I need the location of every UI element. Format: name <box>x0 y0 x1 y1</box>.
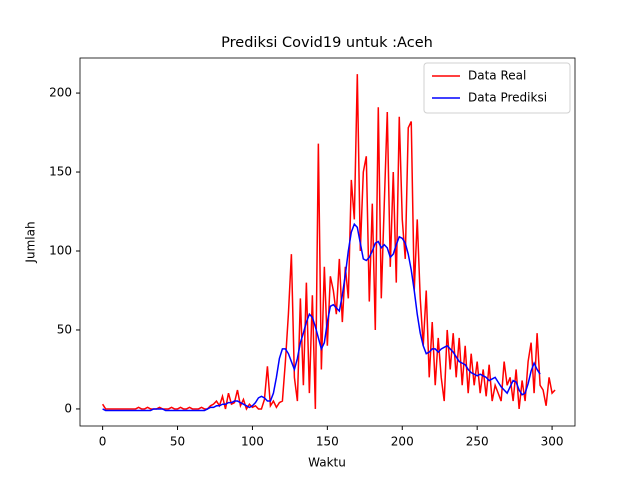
x-tick-label: 50 <box>170 435 185 449</box>
y-tick-label: 100 <box>49 244 72 258</box>
chart-title: Prediksi Covid19 untuk :Aceh <box>221 35 433 51</box>
series-line <box>102 222 541 412</box>
y-tick-label: 0 <box>64 401 72 415</box>
y-axis-label: Jumlah <box>24 221 38 263</box>
x-axis-label: Waktu <box>308 456 346 470</box>
x-tick-label: 150 <box>316 435 339 449</box>
x-tick-label: 250 <box>466 435 489 449</box>
x-tick-label: 200 <box>391 435 414 449</box>
y-tick-label: 200 <box>49 86 72 100</box>
legend-box <box>423 62 571 114</box>
x-tick-label: 100 <box>241 435 264 449</box>
legend-label: Data Prediksi <box>468 91 547 105</box>
x-tick-label: 300 <box>541 435 564 449</box>
x-tick-label: 0 <box>99 435 107 449</box>
y-tick-label: 50 <box>57 322 72 336</box>
plot-frame <box>79 57 576 427</box>
y-tick-label: 150 <box>49 165 72 179</box>
legend-label: Data Real <box>468 69 526 83</box>
